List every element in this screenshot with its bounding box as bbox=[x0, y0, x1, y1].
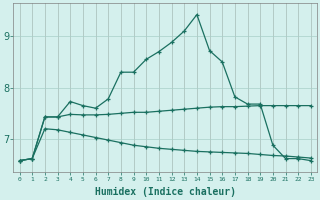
X-axis label: Humidex (Indice chaleur): Humidex (Indice chaleur) bbox=[95, 187, 236, 197]
